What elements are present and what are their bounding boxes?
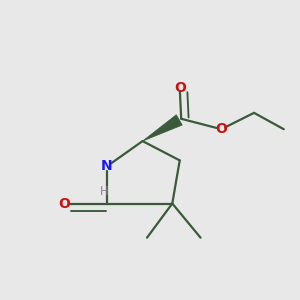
Text: H: H	[100, 185, 108, 198]
Text: O: O	[215, 122, 227, 136]
Polygon shape	[142, 115, 182, 141]
Text: N: N	[101, 159, 113, 173]
Text: O: O	[174, 81, 186, 94]
Text: O: O	[58, 196, 70, 211]
